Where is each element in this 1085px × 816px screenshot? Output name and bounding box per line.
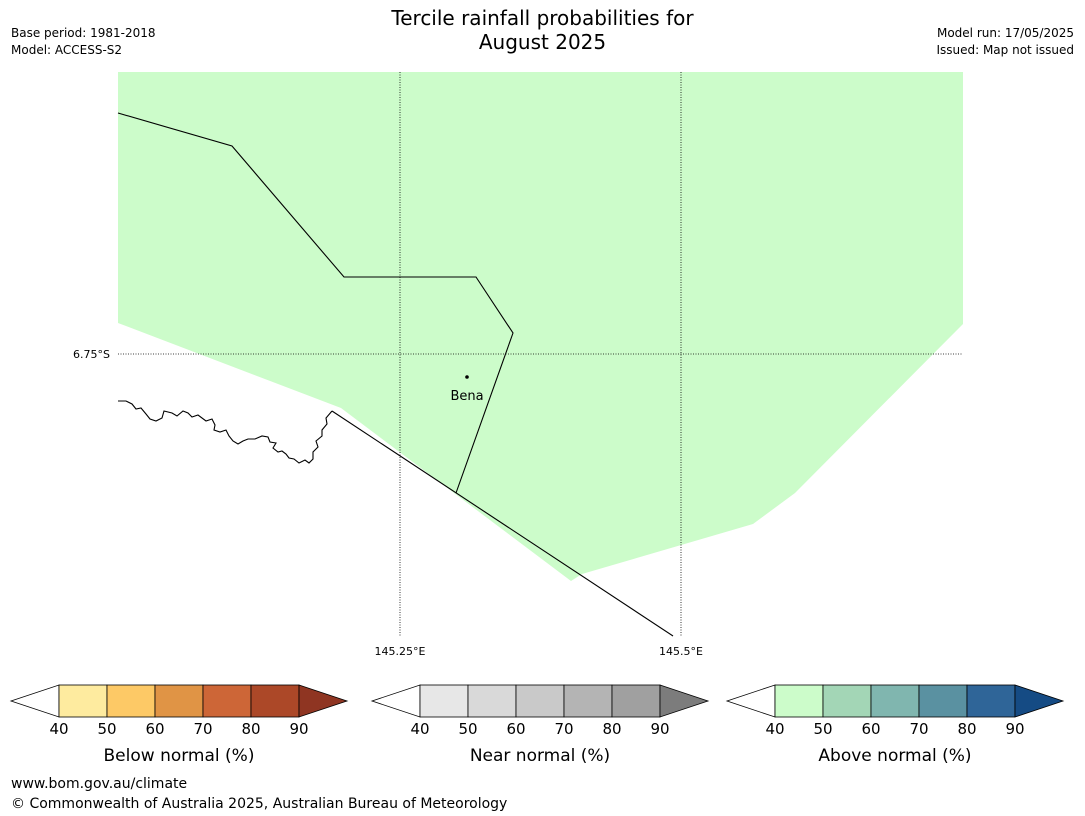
- colorbar-above-normal-bin-4: [918, 684, 968, 718]
- colorbar-above-normal-bin-3: [870, 684, 920, 718]
- probability-region: [118, 72, 963, 581]
- colorbar-below-normal-extend-high: [298, 684, 349, 718]
- colorbar-below-normal-tick: 40: [49, 720, 68, 738]
- colorbar-below-normal-bin-4: [202, 684, 252, 718]
- colorbar-below-normal-bin-1: [58, 684, 108, 718]
- colorbar-below-normal-tick: 70: [193, 720, 212, 738]
- colorbar-below-normal-tick: 80: [241, 720, 260, 738]
- bom-url[interactable]: www.bom.gov.au/climate: [11, 776, 188, 792]
- colorbar-above-normal-tick: 90: [1005, 720, 1024, 738]
- colorbar-near-normal-bin-2: [467, 684, 517, 718]
- colorbar-below-normal-tick: 50: [97, 720, 116, 738]
- model-label: Model: ACCESS-S2: [11, 43, 123, 57]
- colorbar-above-normal-tick: 50: [813, 720, 832, 738]
- colorbar-below-normal-tick: 90: [289, 720, 308, 738]
- colorbar-above-normal-label: Above normal (%): [818, 746, 971, 766]
- longitude-label-1: 145.25°E: [375, 645, 426, 658]
- bena-label: Bena: [450, 389, 483, 404]
- colorbar-near-normal-tick: 60: [506, 720, 525, 738]
- colorbar-below-normal: 40 50 60 70 80 90 Below normal (%): [9, 684, 349, 766]
- colorbar-near-normal-bin-3: [515, 684, 565, 718]
- title-line-1: Tercile rainfall probabilities for: [391, 6, 694, 30]
- colorbar-near-normal-bin-1: [419, 684, 469, 718]
- province-boundary: [331, 410, 674, 637]
- colorbar-near-normal-label: Near normal (%): [470, 746, 610, 766]
- colorbar-near-normal-bin-4: [563, 684, 613, 718]
- title-line-2: August 2025: [478, 30, 607, 54]
- colorbar-above-normal-tick: 80: [957, 720, 976, 738]
- colorbar-near-normal-extend-high: [659, 684, 710, 718]
- colorbar-above-normal-tick: 60: [861, 720, 880, 738]
- district-boundary: [117, 112, 514, 494]
- colorbar-above-normal-bin-1: [774, 684, 824, 718]
- colorbar-near-normal-tick: 90: [650, 720, 669, 738]
- colorbar-below-normal-label: Below normal (%): [104, 746, 255, 766]
- model-run-label: Model run: 17/05/2025: [936, 26, 1074, 40]
- copyright-notice: © Commonwealth of Australia 2025, Austra…: [11, 796, 508, 812]
- colorbar-near-normal-tick: 80: [602, 720, 621, 738]
- longitude-label-2: 145.5°E: [659, 645, 703, 658]
- issued-label: Issued: Map not issued: [936, 43, 1074, 57]
- colorbar-near-normal-tick: 40: [410, 720, 429, 738]
- base-period-label: Base period: 1981-2018: [11, 26, 156, 40]
- colorbar-below-normal-bin-3: [154, 684, 204, 718]
- colorbar-above-normal-extend-high: [1014, 684, 1065, 718]
- colorbar-below-normal-tick: 60: [145, 720, 164, 738]
- colorbar-near-normal-extend-low: [370, 684, 421, 718]
- colorbar-above-normal-tick: 70: [909, 720, 928, 738]
- map-title: Tercile rainfall probabilities for Augus…: [0, 6, 1085, 54]
- river-boundary: [118, 400, 333, 464]
- colorbar-below-normal-bin-2: [106, 684, 156, 718]
- colorbar-near-normal-tick: 50: [458, 720, 477, 738]
- colorbar-above-normal-tick: 40: [765, 720, 784, 738]
- colorbar-above-normal-bin-5: [966, 684, 1016, 718]
- colorbar-above-normal-bin-2: [822, 684, 872, 718]
- colorbar-legend: 40 50 60 70 80 90 Below normal (%) 40 50 60 70 80 9…: [9, 684, 1065, 766]
- colorbar-below-normal-bin-5: [250, 684, 300, 718]
- bena-marker: [465, 375, 469, 379]
- latitude-label: 6.75°S: [73, 348, 110, 361]
- colorbar-above-normal: 40 50 60 70 80 90 Above normal (%): [725, 684, 1065, 766]
- colorbar-above-normal-extend-low: [725, 684, 776, 718]
- colorbar-near-normal-tick: 70: [554, 720, 573, 738]
- colorbar-below-normal-extend-low: [9, 684, 60, 718]
- colorbar-near-normal: 40 50 60 70 80 90 Near normal (%): [370, 684, 710, 766]
- colorbar-near-normal-bin-5: [611, 684, 661, 718]
